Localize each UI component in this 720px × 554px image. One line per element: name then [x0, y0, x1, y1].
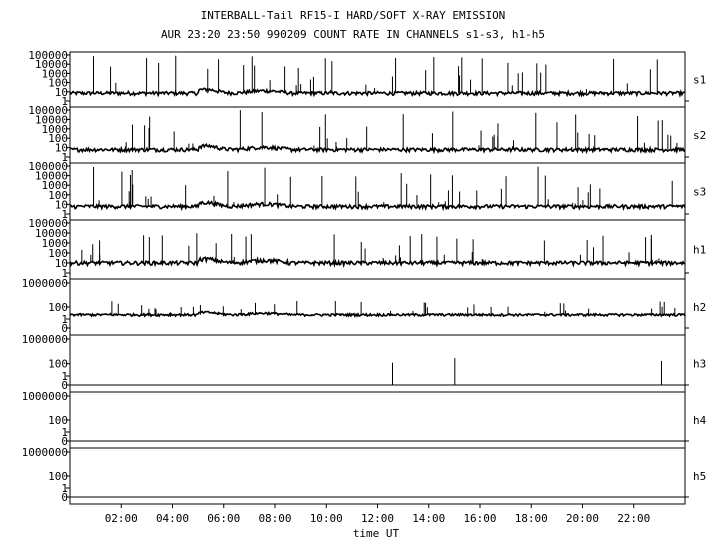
panel-frame-h3 [69, 334, 686, 393]
y-tick-label-h2: 1 [61, 313, 68, 326]
x-tick-label: 04:00 [156, 512, 189, 525]
x-axis-label: time UT [353, 527, 400, 540]
panel-label-s2: s2 [693, 129, 706, 142]
y-tick-label-h1: 100 [48, 247, 68, 260]
y-tick-label-h1: 10000 [35, 227, 68, 240]
panel-label-h2: h2 [693, 301, 706, 314]
y-tick-label-s1: 100000 [28, 49, 68, 62]
y-tick-label-s2: 1000 [42, 123, 69, 136]
y-tick-label-s1: 10000 [35, 58, 68, 71]
y-tick-label-s3: 1000 [42, 179, 69, 192]
y-tick-label-h3: 1 [61, 370, 68, 383]
y-tick-label-h2: 0 [61, 322, 68, 335]
y-tick-label-s1: 100 [48, 77, 68, 90]
y-tick-label-s2: 100 [48, 132, 68, 145]
panel-label-s3: s3 [693, 186, 706, 199]
x-tick-label: 06:00 [207, 512, 240, 525]
panel-label-s1: s1 [693, 74, 706, 87]
y-tick-label-s3: 1 [61, 208, 68, 221]
y-tick-label-h2: 1000000 [22, 277, 68, 290]
panel-frame-s1 [69, 51, 686, 108]
panel-label-h3: h3 [693, 358, 706, 371]
x-tick-label: 08:00 [258, 512, 291, 525]
panel-frame-h4 [69, 391, 686, 449]
x-tick-label: 14:00 [412, 512, 445, 525]
y-tick-label-h5: 1000000 [22, 446, 68, 459]
panel-label-h1: h1 [693, 244, 706, 257]
chart-subtitle: AUR 23:20 23:50 990209 COUNT RATE IN CHA… [161, 28, 545, 41]
x-tick-label: 02:00 [105, 512, 138, 525]
panel-label-h4: h4 [693, 414, 707, 427]
y-tick-label-s2: 100000 [28, 104, 68, 117]
y-tick-label-s1: 1 [61, 95, 68, 108]
y-tick-label-h1: 100000 [28, 217, 68, 230]
y-tick-label-h1: 1 [61, 267, 68, 280]
y-tick-label-s3: 10000 [35, 170, 68, 183]
y-tick-label-h5: 100 [48, 470, 68, 483]
chart-title: INTERBALL-Tail RF15-I HARD/SOFT X-RAY EM… [201, 9, 506, 22]
panel-frame-h5 [69, 447, 686, 505]
panel-frame-h2 [69, 278, 686, 336]
series-s2 [69, 142, 686, 155]
y-tick-label-s1: 1000 [42, 67, 69, 80]
y-tick-label-s1: 10 [55, 86, 68, 99]
y-tick-label-s2: 10000 [35, 113, 68, 126]
y-tick-label-h3: 0 [61, 379, 68, 392]
x-tick-label: 20:00 [566, 512, 599, 525]
y-tick-label-h5: 1 [61, 482, 68, 495]
panel-label-h5: h5 [693, 470, 706, 483]
series-h2 [69, 310, 686, 318]
y-tick-label-s3: 100 [48, 189, 68, 202]
series-h1 [69, 255, 686, 269]
y-tick-label-h4: 100 [48, 414, 68, 427]
y-tick-label-h5: 0 [61, 491, 68, 504]
series-s1 [69, 87, 686, 98]
x-tick-label: 16:00 [463, 512, 496, 525]
panel-frame-s2 [69, 106, 686, 164]
x-tick-label: 12:00 [361, 512, 394, 525]
y-tick-label-h4: 1 [61, 426, 68, 439]
x-tick-label: 18:00 [515, 512, 548, 525]
y-tick-label-h2: 100 [48, 301, 68, 314]
y-tick-label-s2: 10 [55, 142, 68, 155]
y-tick-label-h3: 1000000 [22, 333, 68, 346]
series-s3 [69, 199, 686, 212]
y-tick-label-h4: 0 [61, 435, 68, 448]
y-tick-label-s3: 100000 [28, 160, 68, 173]
x-tick-label: 10:00 [310, 512, 343, 525]
x-tick-label: 22:00 [617, 512, 650, 525]
y-tick-label-s3: 10 [55, 198, 68, 211]
y-tick-label-h1: 1000 [42, 237, 69, 250]
panel-frame-s3 [69, 162, 686, 221]
y-tick-label-h3: 100 [48, 358, 68, 371]
y-tick-label-h1: 10 [55, 257, 68, 270]
y-tick-label-h4: 1000000 [22, 390, 68, 403]
y-tick-label-s2: 1 [61, 151, 68, 164]
